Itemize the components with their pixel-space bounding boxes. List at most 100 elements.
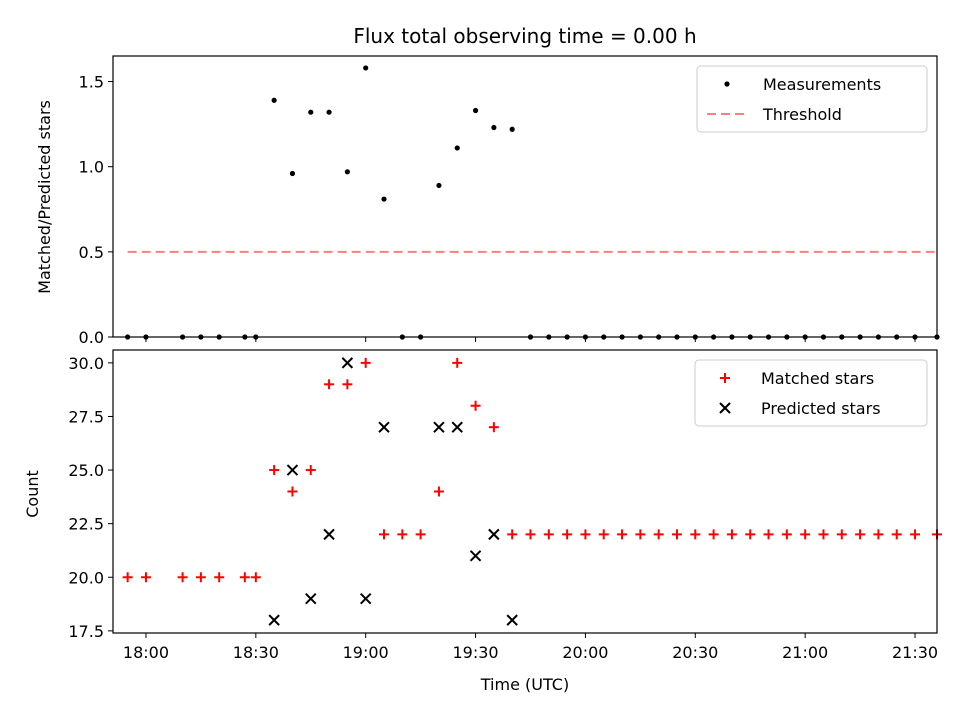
y-tick-label-0-1: 0.5 — [79, 243, 104, 262]
matched-stars-point-31 — [708, 529, 719, 540]
x-axis-label: Time (UTC) — [480, 675, 569, 694]
matched-stars-point-40 — [873, 529, 884, 540]
matched-stars-point-15 — [415, 529, 426, 540]
legend-label-threshold: Threshold — [762, 105, 842, 124]
legend-box-1 — [694, 359, 928, 427]
matched-stars-point-11 — [342, 379, 353, 390]
legend-swatch-predicted-stars-b — [719, 402, 731, 414]
bottom-axes: 17.5 20.0 22.5 25.0 27.5 30.0 18:00 18:30 19:00 1… — [68, 354, 938, 662]
bottom-y-axis-label: Count — [23, 470, 42, 518]
measurements-point-13 — [381, 196, 387, 202]
y-tick-label-1-4: 27.5 — [68, 407, 104, 426]
predicted-stars-point-2-b — [305, 592, 317, 605]
measurements-point-12 — [363, 65, 369, 71]
predicted-stars-point-6-b — [378, 421, 390, 433]
matched-stars-point-24 — [580, 529, 591, 540]
matched-stars-point-42 — [910, 529, 921, 540]
matched-stars-point-19 — [488, 422, 499, 433]
matched-stars-point-1 — [140, 572, 151, 583]
predicted-stars-point-7-b — [433, 421, 445, 433]
predicted-stars-point-9-b — [469, 550, 482, 562]
matched-stars-point-12 — [360, 357, 371, 368]
measurements-point-11 — [344, 169, 350, 175]
matched-stars-point-21 — [525, 529, 536, 540]
matched-stars-point-3 — [195, 572, 206, 583]
legend-label-predicted-stars: Predicted stars — [761, 399, 881, 418]
matched-stars-point-8 — [287, 486, 298, 497]
matched-stars-point-13 — [379, 529, 390, 540]
measurements-point-19 — [491, 124, 497, 131]
x-tick-label-4: 20:00 — [562, 643, 608, 662]
matched-stars-point-28 — [653, 529, 664, 540]
matched-stars-point-35 — [781, 529, 792, 540]
predicted-stars-point-3-b — [323, 528, 335, 541]
bottom-panel: 17.5 20.0 22.5 25.0 27.5 30.0 18:00 18:30 19:00 1… — [23, 349, 942, 694]
matched-stars-point-4 — [214, 572, 225, 583]
measurements-point-9 — [308, 109, 314, 115]
predicted-stars-point-11-b — [506, 614, 518, 626]
predicted-stars-point-3 — [323, 528, 335, 541]
x-tick-label-1: 18:30 — [233, 643, 279, 662]
matched-stars-point-32 — [726, 529, 737, 540]
predicted-stars-point-0 — [268, 614, 280, 626]
legend-label-matched-stars: Matched stars — [761, 369, 874, 388]
legend-label-measurements: Measurements — [763, 75, 881, 94]
y-tick-label-1-5: 30.0 — [68, 354, 104, 373]
predicted-stars-point-8 — [451, 421, 463, 433]
y-tick-label-1-0: 17.5 — [68, 622, 104, 641]
matched-stars-point-34 — [763, 529, 774, 540]
y-tick-label-1-2: 22.5 — [68, 515, 104, 534]
x-tick-label-7: 21:30 — [892, 643, 938, 662]
predicted-stars-point-5 — [359, 592, 372, 605]
matched-stars-point-39 — [855, 529, 866, 540]
y-tick-label-0-2: 1.0 — [79, 158, 104, 177]
predicted-stars-point-5-b — [359, 592, 372, 605]
measurements-point-16 — [436, 182, 442, 189]
bottom-legend: Matched stars Predicted stars — [694, 359, 928, 427]
matched-stars-point-2 — [177, 572, 188, 583]
matched-stars-point-7 — [269, 465, 280, 476]
matched-stars-point-36 — [800, 529, 811, 540]
y-tick-label-0-0: 0.0 — [79, 328, 104, 347]
matched-stars-point-18 — [470, 400, 481, 411]
predicted-stars-point-11 — [506, 614, 518, 626]
predicted-stars-point-4-b — [341, 357, 354, 369]
predicted-stars-point-8-b — [451, 421, 463, 433]
predicted-stars-point-1-b — [286, 464, 299, 476]
matched-stars-point-17 — [452, 357, 463, 368]
matched-stars-point-27 — [635, 529, 646, 540]
matched-stars-point-0 — [122, 572, 133, 583]
measurements-point-7 — [271, 97, 277, 103]
matched-stars-point-6 — [250, 572, 261, 583]
matched-stars-point-33 — [745, 529, 756, 540]
matched-stars-point-10 — [324, 379, 335, 390]
matched-stars-point-5 — [239, 572, 250, 583]
top-axes: 0.0 0.5 1.0 1.5 — [79, 73, 916, 347]
matched-stars-point-14 — [397, 529, 408, 540]
measurements-point-8 — [289, 170, 296, 177]
bottom-plot-frame — [112, 349, 938, 634]
legend-box-0 — [696, 65, 928, 133]
legend-swatch-measurements — [724, 81, 730, 87]
measurements-point-18 — [472, 107, 479, 114]
y-tick-label-1-1: 20.0 — [68, 568, 104, 587]
predicted-stars-point-1 — [286, 464, 299, 476]
matched-stars-point-25 — [598, 529, 609, 540]
predicted-stars-point-6 — [378, 421, 390, 433]
y-tick-label-1-3: 25.0 — [68, 461, 104, 480]
matched-stars-point-38 — [836, 529, 847, 540]
top-panel: 0.0 0.5 1.0 1.5 Matched/Predicted stars — [35, 55, 940, 347]
matched-stars-point-20 — [507, 529, 518, 540]
matched-stars-point-9 — [305, 465, 316, 476]
legend-swatch-matched-stars — [720, 373, 730, 383]
predicted-stars-point-2 — [305, 592, 317, 605]
matched-stars-point-37 — [818, 529, 829, 540]
predicted-stars-point-4 — [341, 357, 354, 369]
matched-stars-point-29 — [671, 529, 682, 540]
x-tick-label-5: 20:30 — [672, 643, 718, 662]
top-plot-frame — [112, 55, 938, 338]
legend-swatch-predicted-stars — [719, 402, 731, 414]
matched-stars-point-41 — [891, 529, 902, 540]
